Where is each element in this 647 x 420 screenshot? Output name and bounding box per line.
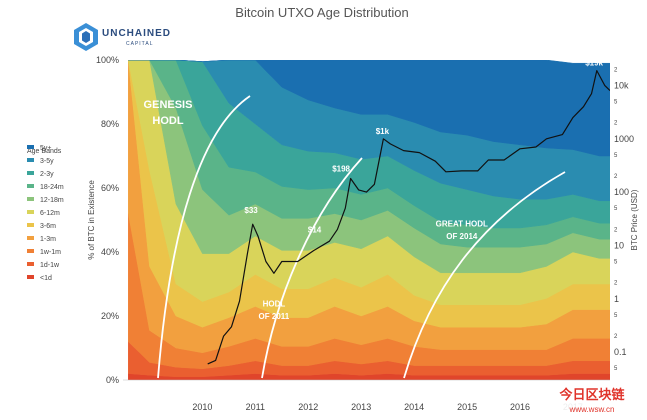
x-tick-label: 2010 [192, 402, 212, 412]
hodl-curves [157, 95, 566, 379]
y-right-tick-label: 2 [614, 281, 618, 287]
y-axis-right-label: BTC Price (USD) [630, 189, 639, 250]
y-left-tick-label: 40% [101, 247, 119, 257]
legend-label: 3-6m [40, 223, 56, 230]
watermark-text: 今日区块链 [558, 387, 625, 402]
legend-label: 3-5y [40, 158, 54, 165]
logo-subtext: CAPITAL [126, 41, 153, 47]
y-right-tick-label: 100 [614, 187, 629, 197]
legend-label: <1d [40, 275, 52, 282]
watermark: 今日区块链 www.wsw.cn [540, 384, 644, 416]
annotation-7: HODL [263, 299, 286, 308]
legend-label: 1w-1m [40, 249, 61, 256]
x-tick-label: 2014 [404, 402, 424, 412]
y-right-tick-label: 2 [614, 227, 618, 233]
age-bands-area [128, 60, 610, 380]
annotation-8: OF 2011 [259, 312, 290, 321]
y-right-tick-label: 10k [614, 80, 629, 90]
legend: Age Bands 5y+ 3-5y 2-3y 18-24m 12-18m 6-12m 3-… [27, 145, 64, 282]
annotation-5: $1k [376, 127, 390, 136]
legend-label: 5y+ [40, 145, 51, 152]
chart-title: Bitcoin UTXO Age Distribution [235, 5, 408, 20]
y-right-tick-label: 2 [614, 121, 618, 127]
logo-text: UNCHAINED [102, 28, 171, 39]
price-line [207, 70, 610, 365]
y-right-tick-label: 5 [614, 100, 618, 106]
legend-swatch [27, 197, 34, 201]
y-right-tick-label: 2 [614, 334, 618, 340]
y-left-tick-label: 20% [101, 311, 119, 321]
legend-swatch [27, 145, 34, 149]
x-tick-label: 2013 [351, 402, 371, 412]
y-left-tick-label: 60% [101, 183, 119, 193]
hodl-curve-2014 [403, 171, 566, 379]
y-right-tick-label: 1 [614, 294, 619, 304]
legend-swatch [27, 158, 34, 162]
watermark-url: www.wsw.cn [569, 405, 615, 414]
legend-swatch [27, 262, 34, 266]
y-right-tick-label: 1000 [614, 134, 634, 144]
y-right-tick-label: 0.1 [614, 347, 627, 357]
x-tick-label: 2016 [510, 402, 530, 412]
legend-swatch [27, 223, 34, 227]
y-left-tick-label: 100% [96, 55, 119, 65]
annotation-10: OF 2014 [446, 232, 478, 241]
band-5y [128, 60, 610, 157]
annotations: GENESIS HODL $33 $14 $198 $1k $19k HODL OF 2011 G… [144, 59, 604, 322]
y-right-tick-label: 2 [614, 174, 618, 180]
y-right-tick-label: 5 [614, 206, 618, 212]
x-tick-label: 2015 [457, 402, 477, 412]
annotation-0: GENESIS [144, 99, 193, 111]
y-right-tick-label: 5 [614, 313, 618, 319]
y-right-tick-label: 5 [614, 366, 618, 372]
y-axis-right: 5 0.1 2 5 1 2 5 10 2 5 100 2 5 1000 2 5 10k 2 [614, 67, 634, 372]
legend-label: 18-24m [40, 184, 64, 191]
legend-swatch [27, 184, 34, 188]
price-line-layer [207, 70, 610, 365]
y-right-tick-label: 5 [614, 260, 618, 266]
legend-swatch [27, 171, 34, 175]
annotation-2: $33 [244, 206, 258, 215]
y-axis-left: 0% 20% 40% 60% 80% 100% [96, 55, 119, 385]
y-left-tick-label: 80% [101, 119, 119, 129]
legend-swatch [27, 275, 34, 279]
legend-title: Age Bands [27, 148, 62, 155]
logo: UNCHAINED CAPITAL [74, 23, 171, 51]
logo-icon [74, 23, 98, 51]
annotation-1: HODL [152, 115, 183, 127]
legend-label: 6-12m [40, 210, 60, 217]
y-left-tick-label: 0% [106, 375, 119, 385]
x-tick-label: 2011 [246, 402, 265, 412]
legend-label: 2-3y [40, 171, 54, 178]
legend-swatch [27, 236, 34, 240]
annotation-3: $14 [308, 226, 322, 235]
annotation-6: $19k [585, 59, 603, 68]
legend-label: 1-3m [40, 236, 56, 243]
hodl-curve-2011 [261, 157, 363, 379]
legend-swatch [27, 249, 34, 253]
y-right-tick-label: 2 [614, 67, 618, 73]
annotation-9: GREAT HODL [436, 219, 488, 228]
y-right-tick-label: 10 [614, 240, 624, 250]
legend-label: 12-18m [40, 197, 64, 204]
y-axis-left-label: % of BTC in Existence [87, 180, 96, 260]
legend-label: 1d-1w [40, 262, 60, 269]
annotation-4: $198 [332, 164, 350, 173]
y-right-tick-label: 5 [614, 153, 618, 159]
legend-swatch [27, 210, 34, 214]
hodl-curve-genesis [157, 95, 251, 379]
x-tick-label: 2012 [298, 402, 318, 412]
